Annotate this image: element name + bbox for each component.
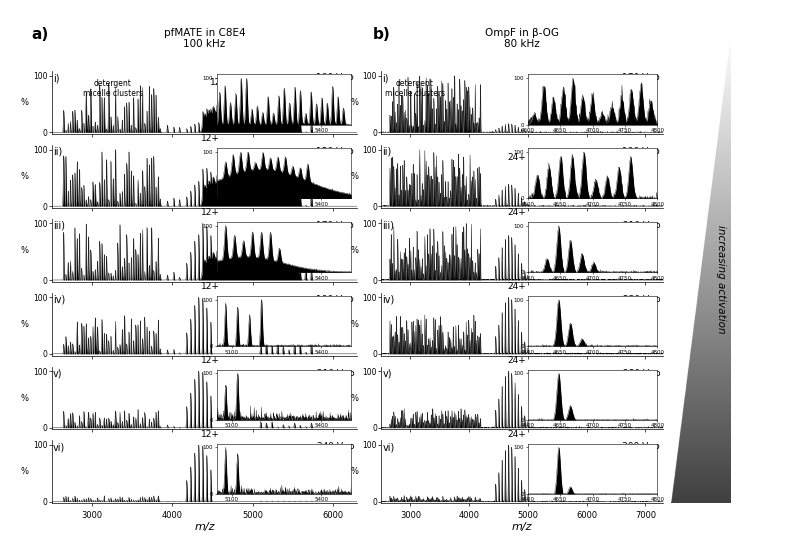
Text: i): i) bbox=[53, 73, 60, 83]
Text: 12+: 12+ bbox=[201, 135, 220, 143]
Text: 100 Vpp: 100 Vpp bbox=[317, 73, 354, 82]
Text: i): i) bbox=[383, 73, 389, 83]
Y-axis label: %: % bbox=[21, 467, 29, 476]
Y-axis label: %: % bbox=[21, 246, 29, 255]
Text: iii): iii) bbox=[53, 221, 65, 231]
Text: 280 Vpp: 280 Vpp bbox=[622, 369, 660, 377]
Text: 190 Vpp: 190 Vpp bbox=[317, 295, 354, 304]
Text: detergent
micelle clusters: detergent micelle clusters bbox=[83, 79, 143, 98]
Y-axis label: %: % bbox=[350, 246, 358, 255]
Y-axis label: %: % bbox=[21, 393, 29, 403]
Text: m/z: m/z bbox=[512, 522, 532, 532]
Text: detergent
micelle clusters: detergent micelle clusters bbox=[385, 79, 445, 98]
Text: iv): iv) bbox=[53, 295, 65, 305]
Text: 190 Vpp: 190 Vpp bbox=[622, 147, 660, 156]
Text: 24+: 24+ bbox=[507, 208, 526, 217]
Text: vi): vi) bbox=[383, 443, 395, 452]
Text: 12+: 12+ bbox=[201, 282, 220, 291]
Text: iv): iv) bbox=[383, 295, 395, 305]
Text: b): b) bbox=[373, 27, 391, 42]
Y-axis label: %: % bbox=[21, 319, 29, 329]
Y-axis label: %: % bbox=[350, 172, 358, 181]
Text: vi): vi) bbox=[53, 443, 65, 452]
Y-axis label: %: % bbox=[350, 393, 358, 403]
Text: 150 Vpp: 150 Vpp bbox=[317, 147, 354, 156]
Text: iii): iii) bbox=[383, 221, 395, 231]
Y-axis label: %: % bbox=[21, 98, 29, 107]
Text: 210 Vpp: 210 Vpp bbox=[317, 369, 354, 377]
Text: 12+: 12+ bbox=[201, 430, 220, 439]
Y-axis label: %: % bbox=[350, 98, 358, 107]
Text: increasing activation: increasing activation bbox=[715, 225, 726, 333]
Y-axis label: %: % bbox=[350, 319, 358, 329]
Text: 24+: 24+ bbox=[507, 153, 526, 161]
Text: 12+: 12+ bbox=[201, 208, 220, 217]
Text: ii): ii) bbox=[53, 147, 63, 157]
Text: 12+: 12+ bbox=[201, 356, 220, 365]
Text: m/z: m/z bbox=[195, 522, 214, 532]
Text: 24+: 24+ bbox=[507, 356, 526, 365]
Text: 300 Vpp: 300 Vpp bbox=[622, 443, 660, 451]
Text: 170 Vpp: 170 Vpp bbox=[622, 73, 660, 82]
Text: 240 Vpp: 240 Vpp bbox=[317, 443, 354, 451]
Text: a): a) bbox=[32, 27, 49, 42]
Text: ii): ii) bbox=[383, 147, 391, 157]
Text: v): v) bbox=[53, 369, 63, 379]
Text: 230 Vpp: 230 Vpp bbox=[622, 295, 660, 304]
Y-axis label: %: % bbox=[350, 467, 358, 476]
Text: 210 Vpp: 210 Vpp bbox=[622, 221, 660, 230]
Y-axis label: %: % bbox=[21, 172, 29, 181]
Text: OmpF in β-OG
80 kHz: OmpF in β-OG 80 kHz bbox=[485, 28, 559, 49]
Text: 24+: 24+ bbox=[507, 282, 526, 291]
Text: v): v) bbox=[383, 369, 392, 379]
Text: 170 Vpp: 170 Vpp bbox=[317, 221, 354, 230]
Text: 24+: 24+ bbox=[507, 430, 526, 439]
Text: pfMATE in C8E4
100 kHz: pfMATE in C8E4 100 kHz bbox=[164, 28, 245, 49]
Text: 12+: 12+ bbox=[210, 78, 229, 86]
